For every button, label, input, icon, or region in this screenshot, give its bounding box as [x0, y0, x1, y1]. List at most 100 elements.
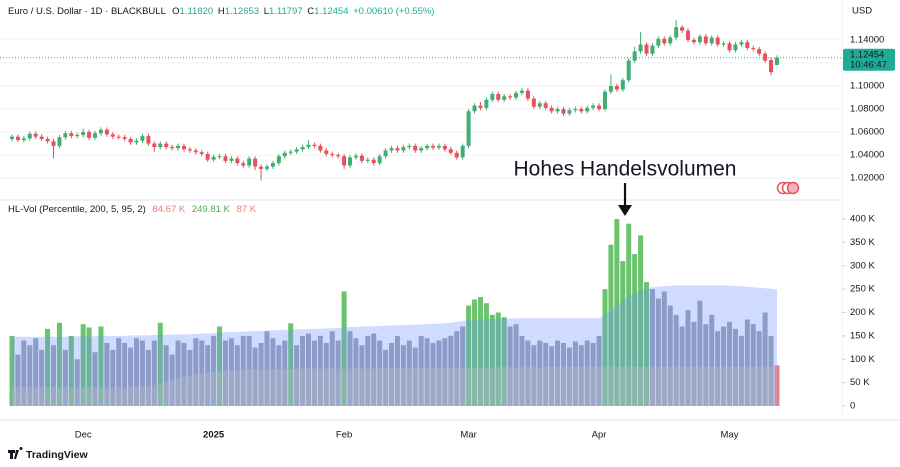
- brand-name: TradingView: [26, 449, 88, 461]
- volume-bar: [679, 326, 685, 406]
- volume-bar: [335, 340, 341, 406]
- candle-body: [745, 42, 750, 48]
- candle-body: [691, 39, 696, 43]
- volume-bar: [424, 338, 430, 406]
- candle-body: [431, 145, 436, 148]
- volume-bar: [709, 314, 715, 406]
- candle-body: [330, 153, 335, 156]
- plot: 1.020001.040001.060001.080001.100001.120…: [0, 19, 895, 441]
- symbol: Euro / U.S. Dollar · 1D · BLACKBULL: [8, 6, 166, 17]
- candle-body: [247, 158, 252, 166]
- candle-body: [561, 109, 566, 114]
- candle-body: [282, 152, 287, 157]
- candle-body: [709, 37, 714, 44]
- candle-body: [146, 136, 151, 144]
- volume-bar: [33, 338, 39, 406]
- indicator-header: HL-Vol (Percentile, 200, 5, 95, 2) 84.67…: [8, 204, 257, 215]
- volume-bar: [359, 345, 365, 406]
- volume-bar: [495, 312, 501, 406]
- y-tick-label: 0: [850, 401, 855, 412]
- volume-bar: [584, 340, 590, 406]
- candle-body: [57, 137, 62, 146]
- volume-bar: [703, 324, 709, 406]
- candle-body: [620, 80, 625, 90]
- volume-bar: [394, 335, 400, 406]
- candle-body: [371, 159, 376, 164]
- volume-bar: [620, 261, 626, 406]
- y-tick-label: 150 K: [850, 330, 875, 341]
- candle-body: [193, 150, 198, 153]
- candle-body: [98, 129, 103, 134]
- volume-bar: [460, 326, 466, 406]
- candle-body: [164, 143, 169, 148]
- candle-body: [662, 38, 667, 44]
- x-tick-label: Feb: [336, 430, 352, 441]
- candle-body: [774, 57, 779, 66]
- volume-bar: [448, 335, 454, 406]
- candle-body: [33, 133, 38, 137]
- candle-body: [466, 111, 471, 146]
- candle-body: [425, 145, 430, 149]
- volume-bar: [74, 359, 80, 406]
- candle-body: [757, 49, 762, 54]
- change: +0.00610 (+0.55%): [353, 6, 434, 17]
- volume-bar: [418, 335, 424, 406]
- annotation-arrowhead: [618, 205, 632, 216]
- brand-logo: [8, 446, 23, 459]
- candle-body: [353, 155, 358, 158]
- candle-body: [359, 155, 364, 161]
- candle-body: [134, 140, 139, 143]
- candle-body: [413, 145, 418, 151]
- candle-body: [508, 96, 513, 98]
- candle-body: [407, 145, 412, 148]
- volume-bar: [721, 326, 727, 406]
- candle-body: [603, 91, 607, 110]
- candle-body: [93, 133, 98, 138]
- candle-body: [51, 141, 56, 146]
- volume-bar: [27, 345, 33, 406]
- candle-body: [608, 85, 613, 92]
- legend-value: 249.81 K: [192, 204, 231, 215]
- volume-bar: [21, 340, 27, 406]
- candle-body: [490, 94, 495, 100]
- annotation: Hohes Handelsvolumen: [514, 158, 737, 181]
- volume-bar: [62, 349, 68, 406]
- volume-bar: [317, 335, 323, 406]
- candle-body: [525, 90, 530, 99]
- candle-body: [235, 158, 240, 164]
- x-tick-label: Dec: [75, 430, 92, 441]
- volume-bar: [389, 342, 395, 406]
- candle-body: [597, 105, 602, 110]
- volume-bar: [489, 314, 495, 406]
- volume-bar: [15, 354, 21, 406]
- ohlc-key: H: [218, 6, 225, 17]
- candle-body: [514, 92, 519, 98]
- candle-body: [223, 156, 228, 161]
- candle-body: [69, 133, 74, 137]
- volume-bar: [578, 345, 584, 406]
- candle-body: [703, 36, 708, 44]
- candle-body: [733, 44, 738, 51]
- volume-bar: [276, 345, 282, 406]
- event-icon: [786, 181, 800, 195]
- y-tick-label: 350 K: [850, 237, 875, 248]
- candle-body: [656, 38, 661, 46]
- volume-bar: [762, 312, 768, 406]
- y-tick-label: 100 K: [850, 354, 875, 365]
- volume-bar: [596, 335, 602, 406]
- y-tick-label: 1.14000: [850, 34, 884, 45]
- candle-body: [549, 107, 554, 112]
- candle-body: [531, 98, 536, 107]
- candle-body: [614, 85, 619, 90]
- volume-bar: [169, 354, 175, 406]
- volume-bar: [549, 346, 555, 406]
- candle-body: [152, 143, 157, 148]
- volume-bar: [353, 338, 359, 406]
- volume-bar: [513, 324, 519, 406]
- volume-bar: [98, 326, 104, 406]
- volume-bar: [347, 331, 353, 406]
- candle-body: [176, 145, 181, 149]
- volume-bar: [602, 289, 608, 406]
- volume-bar: [39, 349, 45, 406]
- volume-bar: [199, 340, 205, 406]
